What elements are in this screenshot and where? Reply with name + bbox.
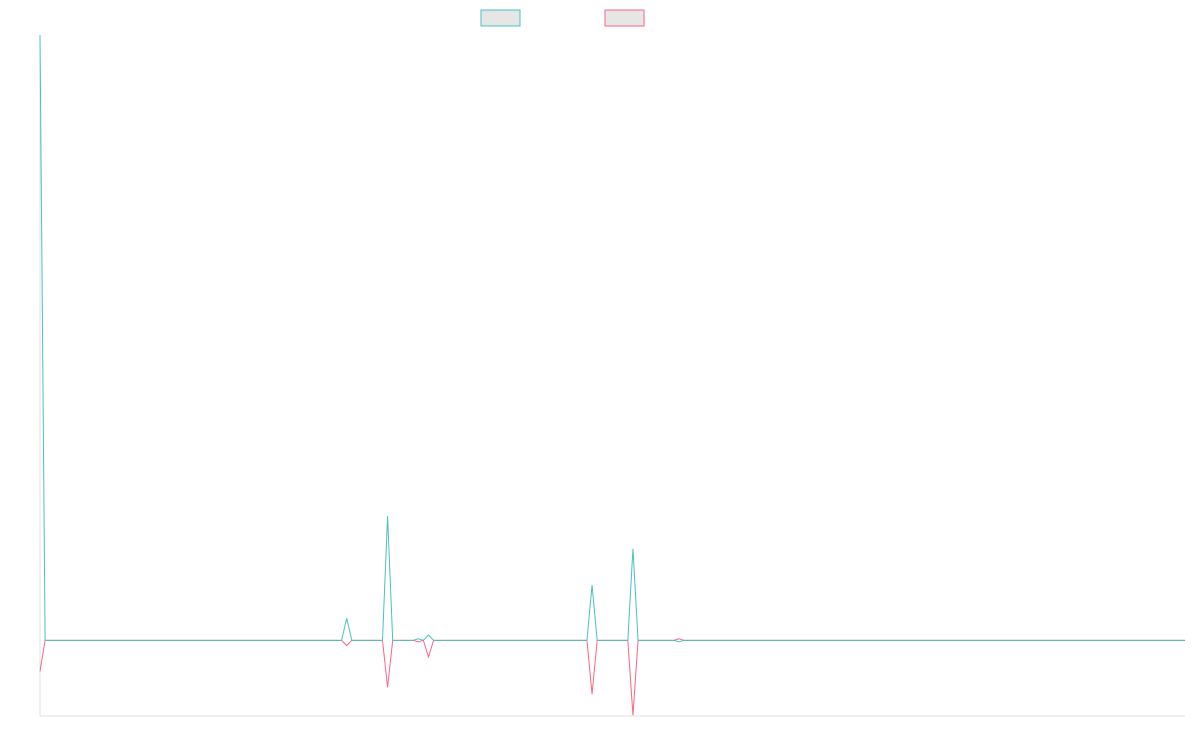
legend-swatch[interactable] [604, 9, 645, 27]
series-line [39, 34, 1185, 643]
legend-swatch[interactable] [480, 9, 521, 27]
series-line [39, 638, 1185, 716]
